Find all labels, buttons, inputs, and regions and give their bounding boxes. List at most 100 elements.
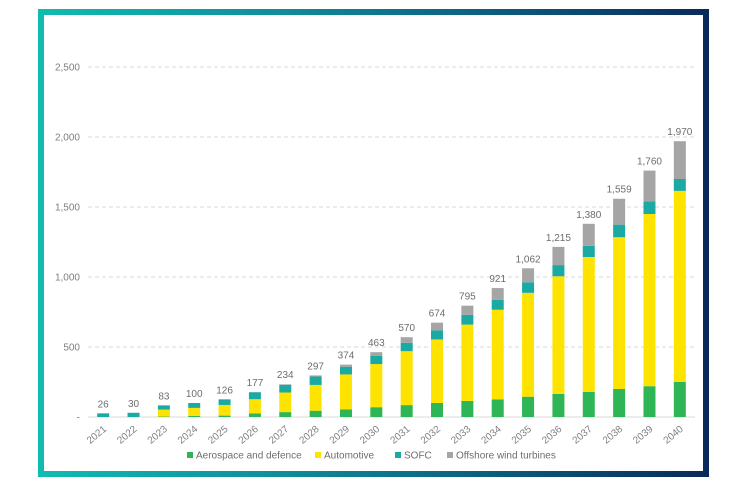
total-label: 1,380 (576, 210, 601, 221)
bar-stack-2023 (157, 405, 170, 417)
total-label: 177 (247, 378, 264, 389)
total-label: 1,760 (637, 157, 662, 168)
bar-segment-aerospace-and-defence (279, 412, 292, 417)
bar-segment-sofc (218, 399, 231, 405)
data-labels: 26 30 83 100 126 177 234 297 374 463 570 674 795 921 1… (98, 127, 693, 410)
bar-segment-offshore-wind-turbines (309, 375, 322, 377)
bar-segment-offshore-wind-turbines (431, 322, 444, 331)
bar-segment-offshore-wind-turbines (400, 337, 413, 343)
bar-segment-automotive (522, 292, 535, 397)
x-tick-label: 2039 (631, 424, 655, 447)
bar-segment-sofc (461, 314, 474, 325)
bar-segment-automotive (370, 364, 383, 408)
bar-segment-aerospace-and-defence (643, 386, 656, 417)
bar-segment-sofc (339, 366, 352, 375)
legend-label: Automotive (324, 451, 374, 462)
bar-segment-aerospace-and-defence (218, 415, 231, 417)
total-label: 100 (186, 389, 203, 400)
bar-stack-2031 (400, 337, 413, 417)
bar-segment-sofc (97, 413, 110, 417)
x-tick-label: 2037 (571, 424, 595, 447)
bar-segment-offshore-wind-turbines (370, 352, 383, 356)
legend-swatch (187, 452, 193, 458)
bar-segment-offshore-wind-turbines (522, 268, 535, 283)
bar-segment-sofc (188, 403, 201, 408)
legend-item-sofc: SOFC (395, 451, 432, 462)
bar-segment-automotive (582, 256, 595, 392)
y-tick-label: - (77, 413, 80, 424)
bar-segment-aerospace-and-defence (431, 403, 444, 417)
bar-segment-automotive (613, 237, 626, 389)
bar-segment-aerospace-and-defence (248, 413, 261, 417)
x-tick-label: 2022 (115, 424, 139, 447)
bar-stack-2022 (127, 412, 140, 417)
bar-stack-2030 (370, 352, 383, 417)
y-axis: - 500 1,000 1,500 2,000 2,500 (55, 63, 80, 424)
bar-segment-aerospace-and-defence (461, 400, 474, 417)
total-label: 30 (128, 399, 140, 410)
x-tick-label: 2029 (328, 424, 352, 447)
x-tick-label: 2040 (662, 424, 686, 447)
bar-segment-sofc (491, 299, 504, 310)
x-tick-label: 2034 (480, 424, 504, 447)
bar-segment-automotive (309, 384, 322, 411)
bar-segment-automotive (461, 324, 474, 401)
bar-segment-automotive (157, 409, 170, 417)
total-label: 26 (98, 399, 110, 410)
bar-segment-automotive (673, 190, 686, 382)
bar-segment-automotive (431, 339, 444, 403)
bar-stack-2028 (309, 375, 322, 417)
bar-segment-sofc (582, 245, 595, 257)
bar-segment-sofc (248, 392, 261, 400)
bar-stack-2026 (248, 392, 261, 417)
total-label: 674 (429, 309, 446, 320)
x-tick-label: 2023 (146, 424, 170, 447)
bar-stack-2038 (613, 198, 626, 417)
legend: Aerospace and defence Automotive SOFC Offsh… (187, 451, 556, 462)
legend-swatch (315, 452, 321, 458)
bar-segment-offshore-wind-turbines (491, 288, 504, 300)
y-tick-label: 500 (63, 343, 80, 354)
total-label: 126 (216, 385, 233, 396)
bar-segment-sofc (157, 405, 170, 410)
bar-segment-sofc (673, 179, 686, 191)
total-label: 1,215 (546, 233, 571, 244)
legend-swatch (395, 452, 401, 458)
bar-stack-2029 (339, 364, 352, 417)
x-tick-label: 2025 (206, 424, 230, 447)
total-label: 570 (398, 323, 415, 334)
total-label: 463 (368, 338, 385, 349)
legend-label: Aerospace and defence (196, 451, 302, 462)
bar-stack-2035 (522, 268, 535, 417)
y-tick-label: 1,000 (55, 273, 80, 284)
legend-item-aerospace-and-defence: Aerospace and defence (187, 451, 302, 462)
total-label: 795 (459, 292, 476, 303)
x-tick-label: 2030 (358, 424, 382, 447)
bar-segment-sofc (309, 376, 322, 385)
bar-segment-offshore-wind-turbines (461, 305, 474, 315)
x-tick-label: 2032 (419, 424, 443, 447)
bar-segment-automotive (279, 392, 292, 413)
bar-stack-2040 (673, 141, 686, 417)
bar-segment-offshore-wind-turbines (552, 246, 565, 266)
x-tick-label: 2027 (267, 424, 291, 447)
bar-segment-sofc (613, 224, 626, 238)
bar-segment-aerospace-and-defence (339, 409, 352, 417)
total-label: 297 (307, 361, 324, 372)
total-label: 921 (489, 274, 506, 285)
bar-segment-sofc (552, 265, 565, 277)
bar-stack-2039 (643, 170, 656, 417)
x-tick-label: 2035 (510, 424, 534, 447)
bar-segment-sofc (279, 384, 292, 393)
bar-segment-offshore-wind-turbines (643, 170, 656, 202)
bar-segment-offshore-wind-turbines (279, 384, 292, 385)
total-label: 374 (338, 351, 355, 362)
bar-stack-2037 (582, 223, 595, 417)
bar-segment-aerospace-and-defence (522, 396, 535, 417)
legend-label: Offshore wind turbines (456, 451, 556, 462)
bar-segment-automotive (248, 399, 261, 414)
x-tick-label: 2031 (388, 424, 412, 447)
bar-segment-sofc (522, 282, 535, 293)
x-axis: 2021 2022 2023 2024 2025 2026 2027 2028 2029 2030… (85, 424, 686, 447)
bar-segment-offshore-wind-turbines (613, 198, 626, 225)
